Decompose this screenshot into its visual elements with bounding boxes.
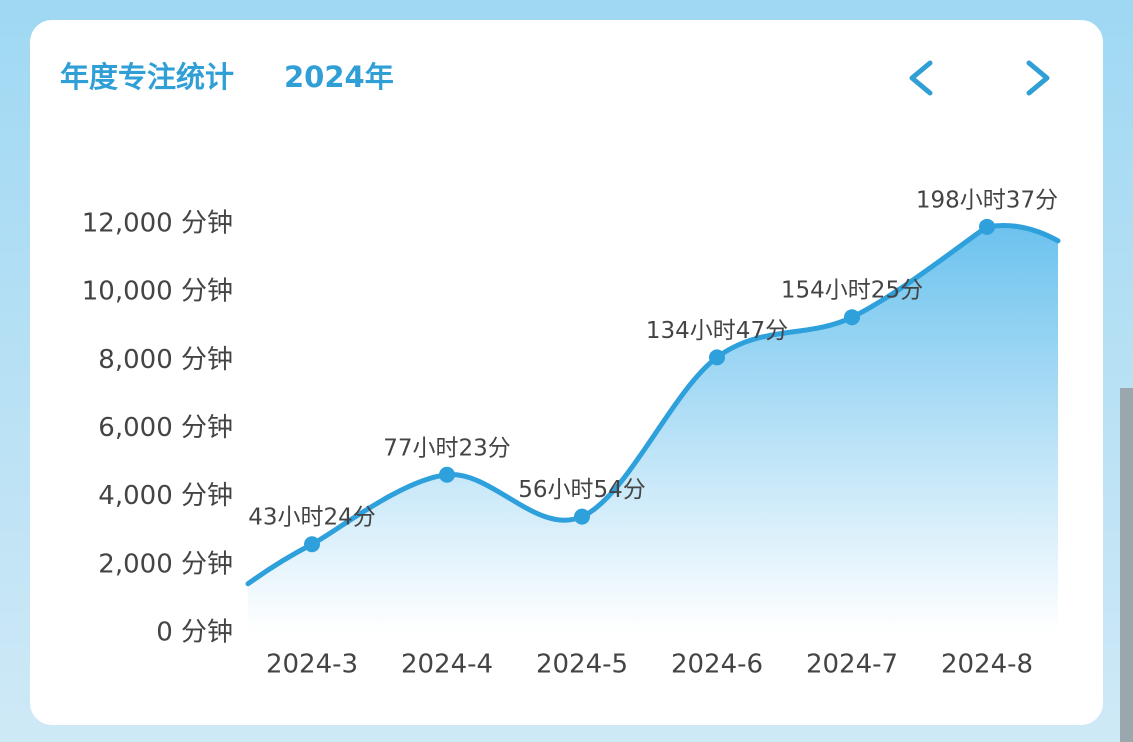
value-label: 198小时37分: [916, 187, 1058, 213]
year-label: 2024年: [284, 60, 394, 94]
x-tick-label: 2024-4: [401, 650, 493, 680]
y-tick-label: 10,000 分钟: [82, 277, 233, 307]
scrollbar: [1120, 388, 1133, 742]
value-label: 77小时23分: [383, 435, 511, 461]
value-label: 56小时54分: [518, 477, 646, 503]
value-label: 134小时47分: [646, 318, 788, 344]
line: [310, 224, 989, 547]
y-tick-label: 0 分钟: [156, 618, 233, 648]
prev-year-button[interactable]: [909, 60, 933, 96]
point: [844, 309, 860, 326]
value-label: 154小时25分: [781, 278, 923, 304]
point: [709, 349, 725, 366]
value-label: 43小时24分: [248, 505, 376, 531]
x-tick-label: 2024-3: [266, 650, 358, 680]
point: [439, 466, 455, 483]
next-year-button[interactable]: [1026, 60, 1050, 96]
y-tick-label: 2,000 分钟: [98, 549, 233, 579]
y-tick-label: 8,000 分钟: [98, 345, 233, 375]
plot: 0 分钟 2,000 分钟 4,000 分钟 6,000 分钟 8,000 分钟 10,0…: [82, 187, 1061, 680]
x-tick-label: 2024-7: [806, 650, 898, 680]
y-tick-label: 6,000 分钟: [98, 413, 233, 443]
point: [574, 508, 590, 525]
y-tick-label: 12,000 分钟: [82, 209, 233, 239]
x-tick-label: 2024-5: [536, 650, 628, 680]
point: [304, 536, 320, 553]
x-tick-label: 2024-6: [671, 650, 763, 680]
chart-title: 年度专注统计: [60, 60, 234, 94]
area-fill: [248, 225, 1058, 633]
point: [979, 218, 995, 235]
y-tick-label: 4,000 分钟: [98, 481, 233, 511]
x-tick-label: 2024-8: [941, 650, 1033, 680]
